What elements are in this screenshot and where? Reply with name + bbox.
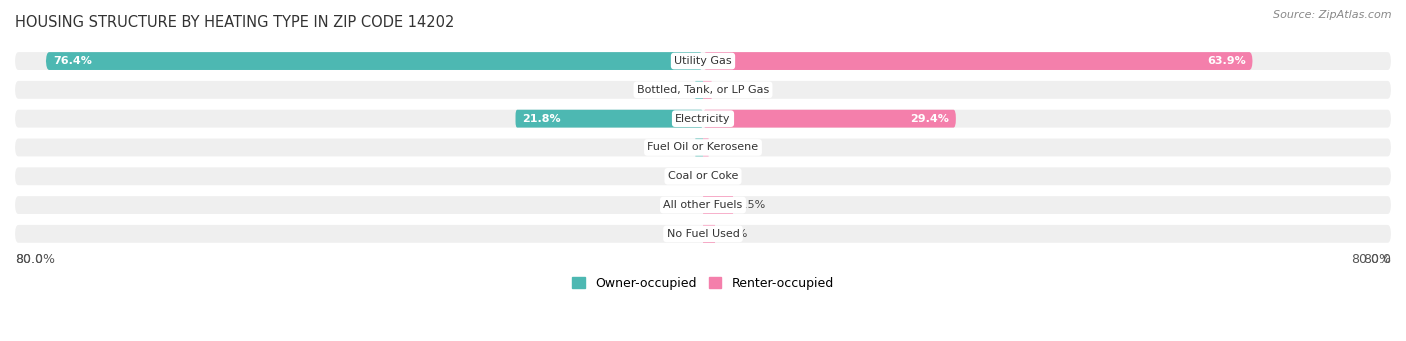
FancyBboxPatch shape (46, 52, 703, 70)
FancyBboxPatch shape (15, 225, 1391, 243)
FancyBboxPatch shape (703, 225, 716, 243)
Text: No Fuel Used: No Fuel Used (666, 229, 740, 239)
Text: Source: ZipAtlas.com: Source: ZipAtlas.com (1274, 10, 1392, 20)
FancyBboxPatch shape (15, 167, 1391, 185)
Text: All other Fuels: All other Fuels (664, 200, 742, 210)
Text: 0.0%: 0.0% (671, 229, 699, 239)
Text: 29.4%: 29.4% (910, 114, 949, 124)
Text: 63.9%: 63.9% (1206, 56, 1246, 66)
Legend: Owner-occupied, Renter-occupied: Owner-occupied, Renter-occupied (568, 272, 838, 295)
FancyBboxPatch shape (516, 110, 703, 128)
FancyBboxPatch shape (15, 138, 1391, 157)
FancyBboxPatch shape (696, 81, 703, 99)
Text: 3.5%: 3.5% (737, 200, 766, 210)
Text: 0.89%: 0.89% (655, 85, 690, 95)
Text: 80.0: 80.0 (1362, 253, 1391, 266)
Text: 0.0%: 0.0% (671, 200, 699, 210)
Text: Coal or Coke: Coal or Coke (668, 171, 738, 181)
FancyBboxPatch shape (703, 52, 1253, 70)
FancyBboxPatch shape (15, 196, 1391, 214)
Text: 80.0%: 80.0% (1351, 253, 1391, 266)
Text: 0.65%: 0.65% (713, 143, 748, 152)
Text: 1.4%: 1.4% (720, 229, 748, 239)
Text: 0.0%: 0.0% (707, 171, 735, 181)
Text: 80.0: 80.0 (15, 253, 44, 266)
FancyBboxPatch shape (15, 110, 1391, 128)
Text: Fuel Oil or Kerosene: Fuel Oil or Kerosene (647, 143, 759, 152)
FancyBboxPatch shape (703, 110, 956, 128)
FancyBboxPatch shape (15, 81, 1391, 99)
Text: 0.89%: 0.89% (655, 143, 690, 152)
Text: 0.0%: 0.0% (671, 171, 699, 181)
Text: 76.4%: 76.4% (53, 56, 91, 66)
Text: Bottled, Tank, or LP Gas: Bottled, Tank, or LP Gas (637, 85, 769, 95)
FancyBboxPatch shape (703, 81, 711, 99)
Text: 1.0%: 1.0% (716, 85, 744, 95)
Text: 80.0%: 80.0% (15, 253, 55, 266)
FancyBboxPatch shape (696, 138, 703, 157)
Text: HOUSING STRUCTURE BY HEATING TYPE IN ZIP CODE 14202: HOUSING STRUCTURE BY HEATING TYPE IN ZIP… (15, 15, 454, 30)
FancyBboxPatch shape (703, 138, 709, 157)
Text: Electricity: Electricity (675, 114, 731, 124)
Text: Utility Gas: Utility Gas (675, 56, 731, 66)
Text: 21.8%: 21.8% (523, 114, 561, 124)
FancyBboxPatch shape (703, 196, 733, 214)
FancyBboxPatch shape (15, 52, 1391, 70)
